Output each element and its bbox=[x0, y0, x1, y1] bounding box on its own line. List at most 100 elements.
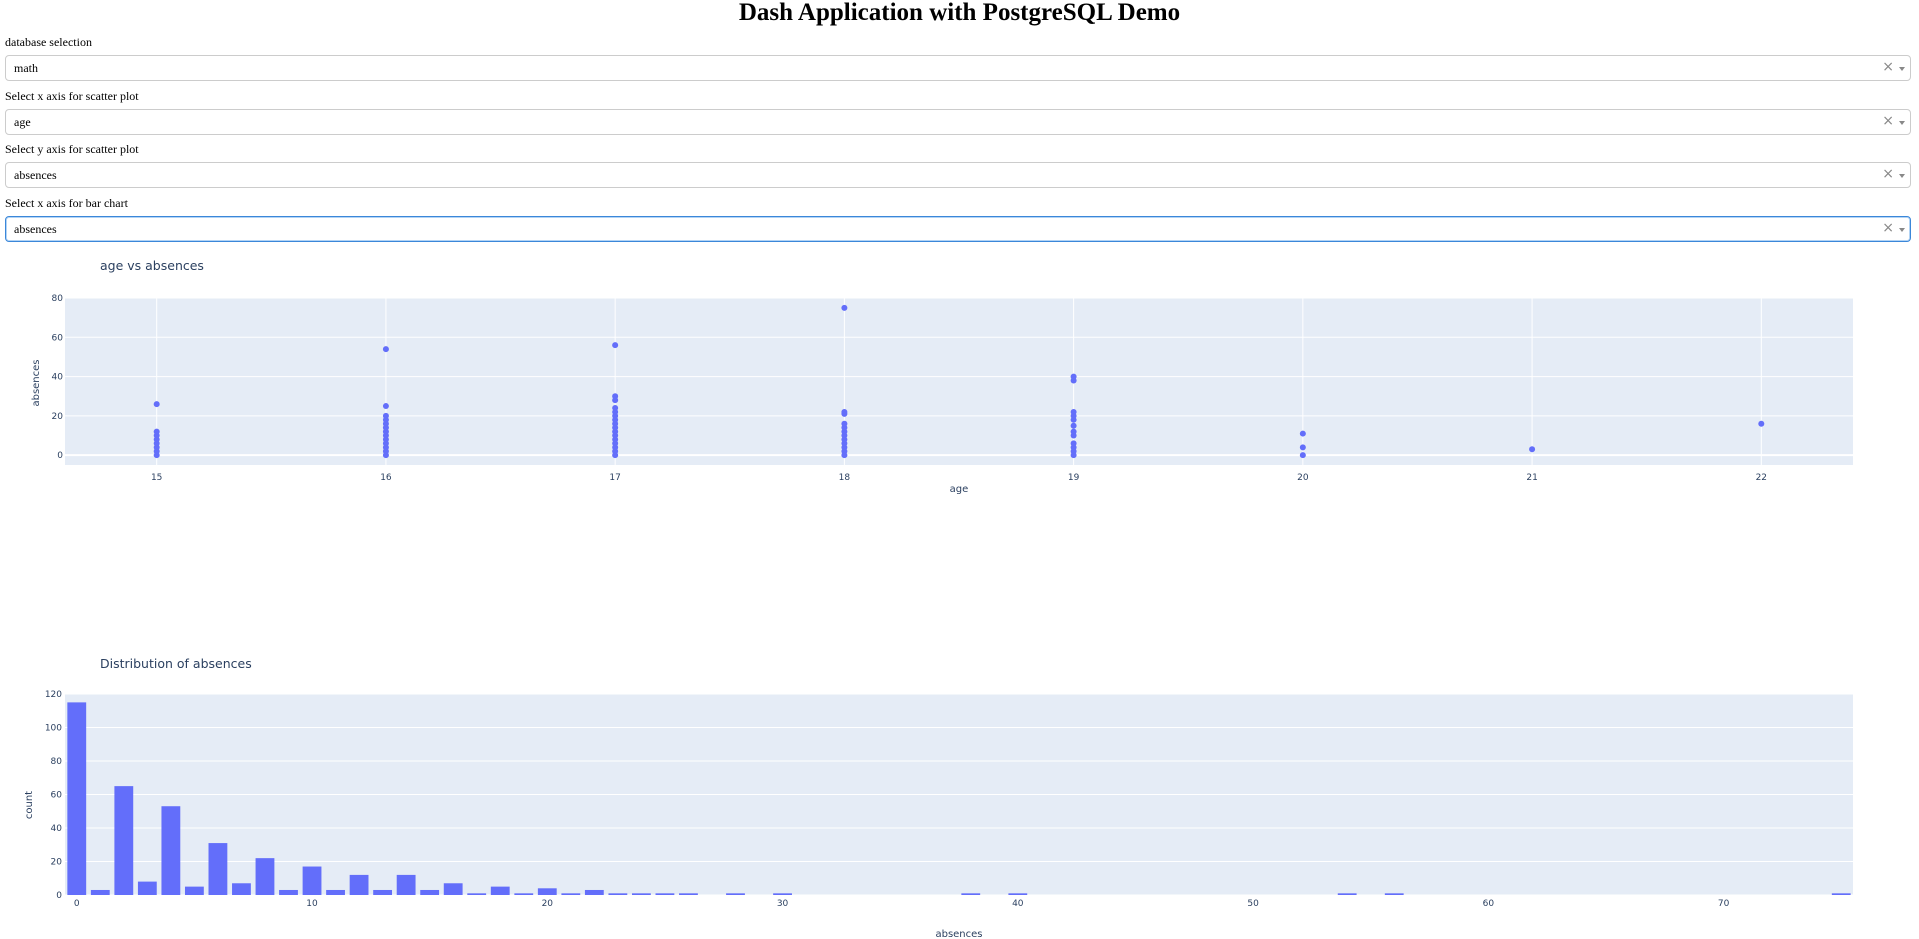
x-tick-label: 10 bbox=[306, 899, 318, 909]
y-tick-label: 60 bbox=[51, 791, 63, 801]
clear-icon[interactable]: × bbox=[1882, 220, 1894, 236]
scatter-x-axis-dropdown[interactable]: age × bbox=[5, 109, 1911, 135]
scatter-point[interactable] bbox=[382, 346, 389, 353]
scatter-point[interactable] bbox=[1070, 428, 1077, 435]
bar[interactable] bbox=[420, 889, 440, 895]
y-tick-label: 80 bbox=[52, 294, 64, 304]
bar[interactable] bbox=[302, 866, 322, 895]
scatter-point[interactable] bbox=[1299, 430, 1306, 437]
scatter-point[interactable] bbox=[612, 405, 619, 412]
chevron-down-icon[interactable] bbox=[1899, 121, 1905, 125]
bar-x-axis-dropdown[interactable]: absences × bbox=[5, 216, 1911, 242]
bar[interactable] bbox=[655, 893, 675, 895]
scatter-point[interactable] bbox=[1758, 420, 1765, 427]
database-selection-dropdown[interactable]: math × bbox=[5, 55, 1911, 81]
scatter-point[interactable] bbox=[612, 342, 619, 349]
bar[interactable] bbox=[1831, 893, 1851, 895]
scatter-chart[interactable]: age vs absences 15 16 17 18 19 20 21 22 0 20 40 60 8… bbox=[0, 250, 1919, 510]
x-tick-label: 16 bbox=[380, 473, 392, 483]
markers[interactable] bbox=[153, 304, 1765, 459]
x-tick-label: 18 bbox=[839, 473, 851, 483]
y-tick-label: 0 bbox=[56, 891, 62, 901]
clear-icon[interactable]: × bbox=[1882, 166, 1894, 182]
scatter-point[interactable] bbox=[1070, 440, 1077, 447]
selected-value: absences bbox=[14, 168, 57, 182]
bar[interactable] bbox=[161, 806, 181, 895]
y-axis-title: absences bbox=[31, 359, 42, 406]
scatter-point[interactable] bbox=[382, 403, 389, 410]
y-tick-label: 40 bbox=[51, 824, 63, 834]
bar[interactable] bbox=[1384, 893, 1404, 895]
scatter-point[interactable] bbox=[1299, 452, 1306, 459]
x-tick-label: 22 bbox=[1756, 473, 1767, 483]
scatter-y-axis-label: Select y axis for scatter plot bbox=[5, 142, 139, 156]
bar[interactable] bbox=[1337, 893, 1357, 895]
x-tick-label: 20 bbox=[1297, 473, 1309, 483]
scatter-point[interactable] bbox=[1529, 446, 1536, 453]
bar[interactable] bbox=[232, 883, 251, 895]
grid bbox=[65, 693, 1853, 896]
scatter-point[interactable] bbox=[612, 393, 619, 400]
chevron-down-icon[interactable] bbox=[1899, 67, 1905, 71]
tick-labels: 15 16 17 18 19 20 21 22 0 20 40 60 80 bbox=[52, 294, 1767, 483]
x-tick-label: 19 bbox=[1068, 473, 1080, 483]
scatter-point[interactable] bbox=[1070, 373, 1077, 380]
bar[interactable] bbox=[326, 889, 345, 895]
bar[interactable] bbox=[467, 893, 487, 895]
scatter-point[interactable] bbox=[841, 304, 848, 311]
bar[interactable] bbox=[396, 874, 416, 895]
scatter-y-axis-dropdown[interactable]: absences × bbox=[5, 162, 1911, 188]
bar[interactable] bbox=[137, 881, 157, 895]
scatter-point[interactable] bbox=[1299, 444, 1306, 451]
chevron-down-icon[interactable] bbox=[1899, 228, 1905, 232]
y-tick-label: 20 bbox=[52, 412, 64, 422]
bar[interactable] bbox=[514, 893, 534, 895]
scatter-point[interactable] bbox=[153, 401, 160, 408]
bar[interactable] bbox=[184, 886, 204, 895]
scatter-point[interactable] bbox=[841, 420, 848, 427]
scatter-point[interactable] bbox=[841, 408, 848, 415]
scatter-point[interactable] bbox=[382, 412, 389, 419]
selected-value: absences bbox=[14, 222, 57, 236]
bar-chart[interactable]: Distribution of absences 020406080100120… bbox=[0, 648, 1919, 939]
x-tick-label: 20 bbox=[542, 899, 554, 909]
bar[interactable] bbox=[349, 874, 369, 895]
scatter-point[interactable] bbox=[1070, 408, 1077, 415]
bar[interactable] bbox=[208, 843, 228, 895]
bar[interactable] bbox=[631, 893, 651, 895]
bar[interactable] bbox=[726, 893, 745, 895]
bar[interactable] bbox=[679, 893, 698, 895]
bar[interactable] bbox=[443, 883, 463, 895]
bar[interactable] bbox=[490, 886, 510, 895]
bar[interactable] bbox=[537, 888, 557, 895]
y-tick-label: 20 bbox=[51, 858, 63, 868]
bar[interactable] bbox=[373, 889, 393, 895]
selected-value: math bbox=[14, 61, 38, 75]
y-tick-label: 100 bbox=[45, 724, 62, 734]
bar[interactable] bbox=[961, 893, 981, 895]
x-tick-label: 40 bbox=[1012, 899, 1024, 909]
x-axis-title: absences bbox=[935, 929, 982, 939]
bar[interactable] bbox=[279, 889, 298, 895]
bars[interactable] bbox=[67, 702, 1851, 895]
x-tick-label: 0 bbox=[74, 899, 80, 909]
bar[interactable] bbox=[561, 893, 581, 895]
clear-icon[interactable]: × bbox=[1882, 113, 1894, 129]
clear-icon[interactable]: × bbox=[1882, 59, 1894, 75]
x-tick-label: 70 bbox=[1718, 899, 1730, 909]
bar[interactable] bbox=[773, 893, 792, 895]
plot-area bbox=[65, 298, 1853, 465]
bar[interactable] bbox=[114, 786, 134, 895]
bar[interactable] bbox=[67, 702, 87, 895]
chevron-down-icon[interactable] bbox=[1899, 174, 1905, 178]
scatter-point[interactable] bbox=[1070, 422, 1077, 429]
bar[interactable] bbox=[90, 889, 110, 895]
selected-value: age bbox=[14, 115, 31, 129]
bar[interactable] bbox=[584, 889, 604, 895]
bar[interactable] bbox=[1008, 893, 1028, 895]
y-tick-label: 0 bbox=[57, 451, 63, 461]
y-tick-label: 80 bbox=[51, 757, 63, 767]
scatter-point[interactable] bbox=[153, 428, 160, 435]
bar[interactable] bbox=[608, 893, 628, 895]
bar[interactable] bbox=[255, 858, 275, 895]
